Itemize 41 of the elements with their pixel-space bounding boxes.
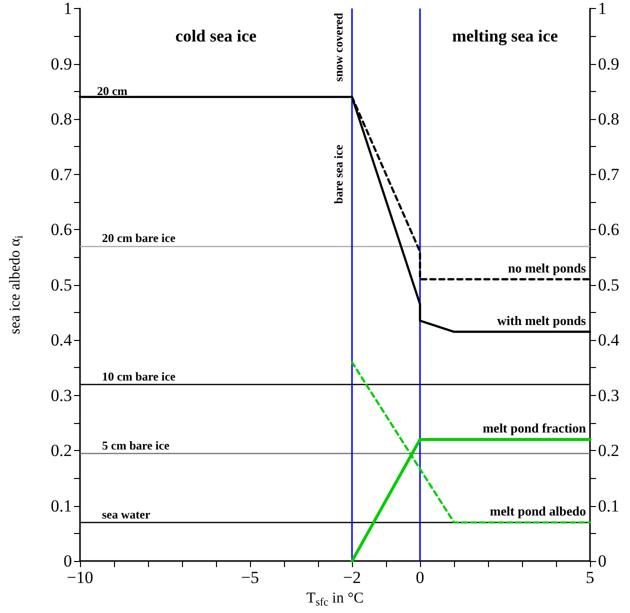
y2-tick-label: 0.4 bbox=[598, 330, 620, 350]
y-tick-label: 0.6 bbox=[50, 220, 72, 240]
annotation: bare sea ice bbox=[331, 144, 346, 204]
y2-tick-label: 0.7 bbox=[598, 164, 620, 184]
annotation: 20 cm bbox=[97, 84, 128, 98]
y2-tick-label: 0 bbox=[598, 552, 606, 571]
ref-line-label: 10 cm bare ice bbox=[102, 369, 176, 384]
series-label: melt pond fraction bbox=[482, 420, 587, 436]
x-tick-label: −10 bbox=[66, 568, 94, 588]
y2-tick-label: 0.9 bbox=[598, 54, 620, 74]
x-tick-label: 5 bbox=[586, 568, 594, 588]
x-tick-label: 0 bbox=[416, 568, 424, 588]
annotation: snow covered bbox=[331, 12, 346, 82]
y-tick-label: 1 bbox=[64, 0, 72, 18]
ref-line-label: 20 cm bare ice bbox=[102, 231, 176, 246]
y-tick-label: 0.7 bbox=[50, 164, 72, 184]
y2-tick-label: 0.6 bbox=[598, 220, 620, 240]
y-tick-label: 0.1 bbox=[50, 496, 72, 516]
y-tick-label: 0.8 bbox=[50, 110, 72, 129]
annotation: melting sea ice bbox=[452, 26, 558, 46]
y2-tick-label: 0.5 bbox=[598, 275, 620, 294]
y2-tick-label: 1 bbox=[598, 0, 606, 18]
x-tick-label: −5 bbox=[240, 568, 260, 588]
y-tick-label: 0.4 bbox=[50, 330, 72, 350]
y-tick-label: 0.2 bbox=[50, 441, 72, 460]
y2-tick-label: 0.1 bbox=[598, 496, 620, 516]
y2-tick-label: 0.8 bbox=[598, 110, 620, 129]
y2-tick-label: 0.2 bbox=[598, 441, 620, 460]
ref-line-label: 5 cm bare ice bbox=[102, 438, 170, 452]
series-label: melt pond albedo bbox=[490, 503, 586, 518]
series-label: no melt ponds bbox=[508, 260, 586, 276]
y-tick-label: 0 bbox=[64, 552, 72, 571]
y-tick-label: 0.3 bbox=[50, 386, 72, 405]
y-tick-label: 0.9 bbox=[50, 54, 72, 74]
y-tick-label: 0.5 bbox=[50, 275, 72, 294]
x-tick-label: −2 bbox=[342, 568, 362, 588]
annotation: cold sea ice bbox=[175, 26, 258, 46]
ref-line-label: sea water bbox=[102, 507, 151, 522]
y-axis-title: sea ice albedo αi bbox=[8, 235, 26, 334]
series-label: with melt ponds bbox=[497, 312, 586, 328]
y2-tick-label: 0.3 bbox=[598, 386, 620, 405]
